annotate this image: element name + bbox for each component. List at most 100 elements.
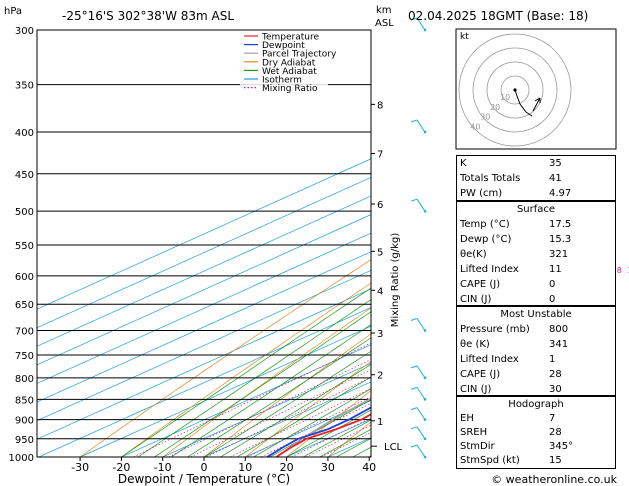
wet-adiabat-line xyxy=(187,337,371,457)
wind-barb-station xyxy=(423,28,427,32)
isotherm-line xyxy=(162,362,371,457)
hodo-index-value: 15 xyxy=(549,455,562,466)
wind-barb xyxy=(416,426,426,440)
parcel-trajectory-line xyxy=(275,397,371,457)
surface-label: Temp (°C) xyxy=(460,219,510,230)
isotherm-line xyxy=(79,325,371,457)
mu-value: 341 xyxy=(549,339,569,350)
surface-value: 17.5 xyxy=(549,219,572,230)
km-tick-label: 7 xyxy=(377,150,383,161)
legend-label: Parcel Trajectory xyxy=(262,50,337,60)
dry-adiabat-line xyxy=(162,307,371,457)
hodo-index-label: SREH xyxy=(460,427,488,438)
wind-barb-station xyxy=(423,130,427,134)
index-label: K xyxy=(460,158,467,169)
surface-value: 0 xyxy=(549,279,556,290)
temperature-tick-label: -20 xyxy=(112,461,130,474)
wind-barb-station xyxy=(423,455,427,459)
surface-value: 0 xyxy=(549,294,556,305)
hodograph-origin xyxy=(513,88,517,92)
hodo-index-label: EH xyxy=(460,413,474,424)
hodograph-indices-box: Hodograph EH 7 SREH 28 StmDir 345° StmSpd (… xyxy=(456,396,616,469)
hodograph-frame xyxy=(455,28,617,150)
surface-box: Surface Temp (°C) 17.5 Dewp (°C) 15.3 θe(K… xyxy=(456,201,616,306)
dry-adiabat-line xyxy=(121,282,371,457)
lcl-label: LCL xyxy=(384,442,403,453)
surface-label: Dewp (°C) xyxy=(460,234,512,245)
dry-adiabat-line xyxy=(617,6,629,458)
surface-label: CAPE (J) xyxy=(460,279,501,290)
hodograph-trace xyxy=(514,89,533,117)
dry-adiabat-line xyxy=(286,390,371,457)
surface-label: CIN (J) xyxy=(460,294,492,305)
km-tick-label: 1 xyxy=(377,417,383,428)
km-tick-label: 5 xyxy=(377,247,383,258)
indices-top-box: K 35 Totals Totals 41 PW (cm) 4.97 xyxy=(456,155,616,201)
dry-adiabat-line xyxy=(79,259,371,457)
wind-barb-station xyxy=(423,398,427,401)
index-label: Totals Totals xyxy=(460,173,521,184)
pressure-tick-label: 300 xyxy=(15,26,34,37)
hodograph-ring-label: 40 xyxy=(470,123,480,132)
wet-adiabat-line xyxy=(286,409,371,457)
x-axis-label: Dewpoint / Temperature (°C) xyxy=(118,472,290,486)
pressure-tick-label: 700 xyxy=(15,327,34,338)
hpa-label: hPa xyxy=(4,6,22,17)
wet-adiabat-line xyxy=(137,299,371,457)
surface-value: 11 xyxy=(549,264,562,275)
index-value: 4.97 xyxy=(549,188,572,199)
wind-barb xyxy=(416,407,426,420)
wet-adiabat-line xyxy=(154,311,371,457)
temperature-line xyxy=(275,413,371,457)
mixing-ratio-label: 10 xyxy=(627,266,629,275)
wet-adiabat-line xyxy=(170,324,371,457)
isotherm-line xyxy=(37,269,371,422)
legend-label: Dewpoint xyxy=(262,41,305,51)
legend-label: Isotherm xyxy=(262,76,302,86)
pressure-tick-label: 850 xyxy=(15,395,34,406)
mixing-ratio-line xyxy=(190,369,371,457)
isotherm-line xyxy=(121,344,371,457)
wind-barb-flag xyxy=(410,198,418,202)
pressure-tick-label: 600 xyxy=(15,272,34,283)
mu-value: 30 xyxy=(549,384,562,395)
index-value: 41 xyxy=(549,173,562,184)
pressure-tick-label: 350 xyxy=(15,81,34,92)
storm-motion-arrow xyxy=(532,97,541,112)
km-tick-label: 6 xyxy=(377,200,383,211)
temperature-tick-label: -10 xyxy=(154,461,172,474)
pressure-tick-label: 400 xyxy=(15,128,34,139)
wet-adiabat-line xyxy=(121,287,371,457)
asl-label: ASL xyxy=(375,18,394,29)
mu-label: Pressure (mb) xyxy=(460,324,530,335)
surface-label: Lifted Index xyxy=(460,264,519,275)
km-tick-label: 8 xyxy=(377,100,383,111)
wind-barb-flag xyxy=(410,17,418,21)
plot-frame xyxy=(36,29,372,458)
wet-adiabat-line xyxy=(236,376,371,457)
hodograph-indices-title: Hodograph xyxy=(508,399,564,410)
temperature-tick-label: 10 xyxy=(238,461,252,474)
wind-barb-flag xyxy=(410,426,418,430)
hodograph-ring xyxy=(500,75,530,105)
surface-title: Surface xyxy=(516,204,556,215)
pressure-tick-label: 550 xyxy=(15,241,34,252)
pressure-tick-label: 950 xyxy=(15,435,34,446)
mixing-ratio-line xyxy=(206,376,371,457)
surface-value: 321 xyxy=(549,249,569,260)
dry-adiabat-line xyxy=(245,360,371,457)
temperature-tick-label: 30 xyxy=(321,461,335,474)
legend-label: Wet Adiabat xyxy=(262,67,317,77)
indices-panel: K 35 Totals Totals 41 PW (cm) 4.97 Surface … xyxy=(456,155,616,469)
pressure-tick-label: 1000 xyxy=(9,453,34,464)
wet-adiabat-line xyxy=(220,363,371,457)
dry-adiabat-line xyxy=(203,333,371,457)
wind-barb xyxy=(416,198,426,212)
hodograph-ring xyxy=(472,47,558,133)
index-label: PW (cm) xyxy=(460,188,503,199)
wind-barb-station xyxy=(423,437,427,441)
wet-adiabat-line xyxy=(203,350,371,457)
